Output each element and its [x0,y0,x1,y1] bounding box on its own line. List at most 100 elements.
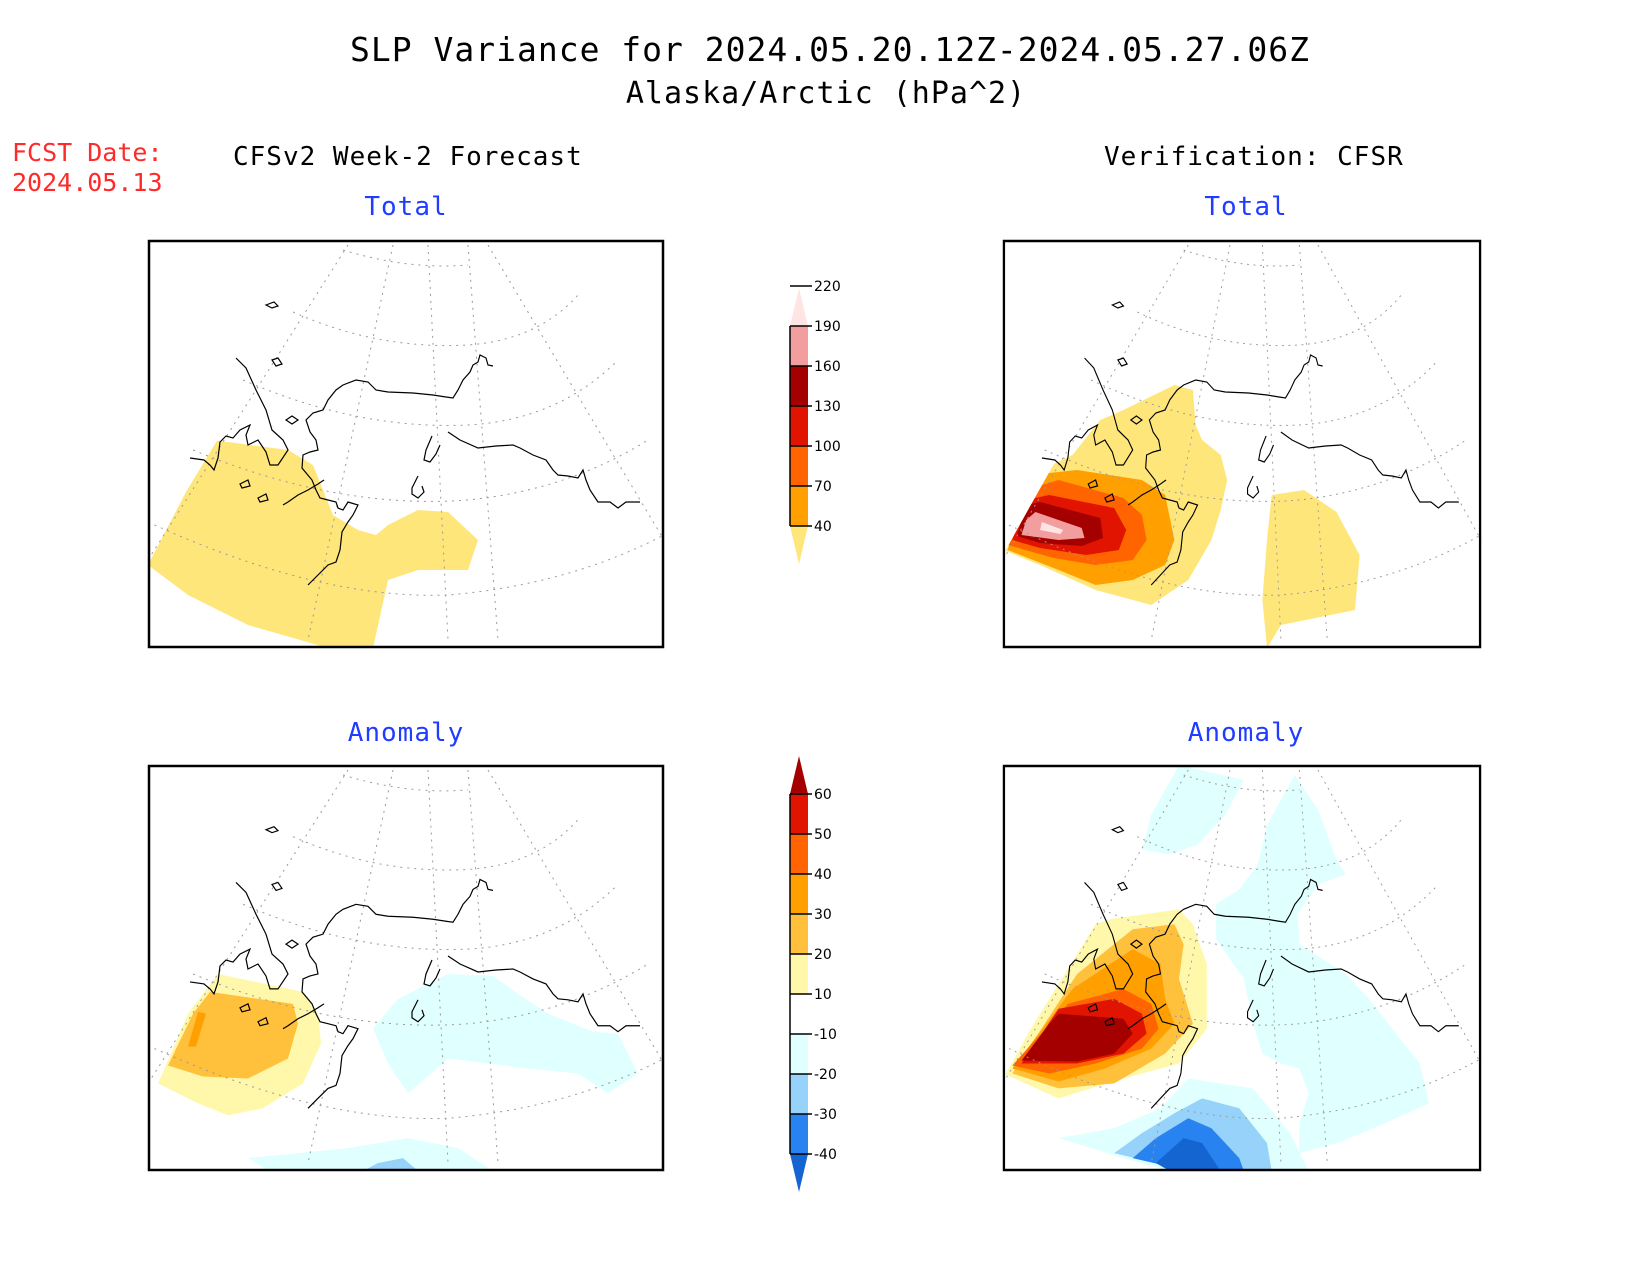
contour-fill [148,440,478,648]
coastline-path [301,878,494,1109]
coastline-path [257,1016,269,1027]
figure-subtitle: Alaska/Arctic (hPa^2) [625,76,1027,111]
coastline-path [1247,475,1260,499]
coastline-path [1145,354,1323,586]
coastline-path [1280,955,1459,1033]
colorbar-tick-label: 60 [814,787,832,803]
figure-title: SLP Variance for 2024.05.20.12Z-2024.05.… [350,30,1310,69]
coastline-path [1087,479,1099,489]
forecast-total-shading [148,440,478,648]
coastline-path [1145,878,1323,1109]
coastline-path [1104,1016,1115,1027]
coastline-path [284,415,300,425]
map-frame [1002,764,1482,1172]
verification-total-title: Total [1204,192,1288,222]
coastline-path [1117,357,1128,367]
colorbar-segment [790,1074,808,1114]
forecast-anomaly-shading [158,973,638,1171]
colorbar-tick-label: -10 [814,1027,837,1043]
coastline-path [264,301,280,309]
coastline-path [239,479,251,489]
colorbar-tick-label: -40 [814,1147,837,1163]
contour-fill [248,1138,493,1171]
graticule [1002,769,1482,1164]
verification-anomaly-map [1002,764,1482,1172]
colorbar-tick-label: -20 [814,1067,837,1083]
coastline-path [282,1003,325,1030]
colorbar-tick-label: 220 [814,279,841,295]
coastline [1041,301,1459,586]
verification-total-map [1002,239,1482,649]
coastline-path [264,826,280,834]
colorbar-tick-label: 10 [814,987,832,1003]
coastline-path [1127,479,1167,506]
coastline-path [447,955,640,1033]
colorbar-tick-label: -30 [814,1107,837,1123]
colorbar-segment [790,994,808,1034]
coastline [1041,826,1459,1109]
colorbar-extend-bottom [790,526,808,564]
contour-fill [1040,522,1064,534]
coastline-path [1258,959,1275,987]
colorbar-segment [790,914,808,954]
coastline-path [1087,1002,1099,1013]
coastline-path [301,354,494,586]
coastline-path [1127,1003,1167,1030]
colorbar-segment [790,1114,808,1154]
colorbar-segment [790,366,808,406]
colorbar-tick-label: 100 [814,439,841,455]
coastline-path [271,357,283,367]
fcst-date-label: FCST Date: [12,138,163,167]
colorbar-tick-label: 130 [814,399,841,415]
contour-fill [188,1011,206,1047]
anomaly-colorbar: -40 -30 -20 -10 10 20 30 40 50 60 [789,756,837,1192]
coastline-path [1110,826,1125,834]
colorbar-segment [790,954,808,994]
total-colorbar: 40 70 100 130 160 190 220 [789,279,841,564]
contour-fill [1155,1138,1221,1171]
verification-anomaly-shading [1003,765,1430,1171]
coastline-path [1117,881,1128,892]
coastline-path [282,479,325,506]
contour-fill [363,1158,418,1171]
colorbar-tick-label: 20 [814,947,832,963]
coastline-path [239,1002,251,1013]
coastline-path [447,431,640,509]
coastline-path [189,881,289,996]
coastline-path [1104,493,1115,503]
colorbar-tick-label: 40 [814,867,832,883]
graticule [147,769,665,1164]
forecast-anomaly-title: Anomaly [347,718,465,748]
colorbar-segment [790,486,808,526]
contour-fill [1262,490,1360,648]
coastline-path [1041,357,1134,472]
forecast-anomaly-map [147,764,665,1172]
verification-column-title: Verification: CFSR [1104,142,1404,172]
graticule [147,244,665,641]
colorbar-segment [790,834,808,874]
colorbar-segment [790,1034,808,1074]
contour-fill [1021,512,1085,540]
colorbar-segment [790,794,808,834]
coastline-path [189,357,289,472]
colorbar-segment [790,406,808,446]
coastline-path [284,939,300,949]
contour-fill [1021,1013,1133,1062]
coastline-path [423,959,441,987]
coastline-path [1258,435,1275,463]
coastline-path [411,475,425,499]
coastline-path [1129,415,1143,425]
coastline-path [411,999,425,1023]
contour-fill [1141,765,1244,855]
coastline-path [1129,939,1143,949]
map-frame [147,239,665,649]
map-frame [1002,239,1482,649]
contour-fill [373,973,638,1094]
coastline-path [1247,999,1260,1023]
coastline-path [1110,301,1125,309]
map-frame [147,764,665,1172]
verification-total-shading [1003,385,1360,648]
colorbar-segment [790,326,808,366]
coastline-path [257,493,269,503]
colorbar-segment [790,446,808,486]
